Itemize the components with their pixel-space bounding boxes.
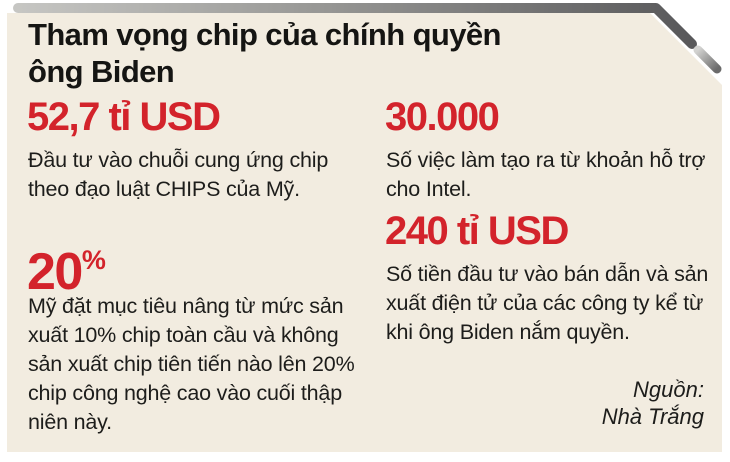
stat-private-investment-desc: Số tiền đầu tư vào bán dẫn và sản xuất đ… [386, 262, 709, 344]
stat-chips-act-value: 52,7 tỉ USD [27, 95, 221, 139]
stat-private-investment-value: 240 tỉ USD [385, 209, 569, 253]
stat-production-target: 20% [27, 234, 106, 301]
stat-jobs-value: 30.000 [385, 95, 500, 139]
page-title: Tham vọng chip của chính quyền ông Biden [28, 16, 501, 90]
source-label: Nguồn: [633, 377, 704, 402]
page-title-line2: ông Biden [28, 54, 175, 89]
page-title-line1: Tham vọng chip của chính quyền [28, 17, 501, 52]
stat-production-target-value: 20 [27, 243, 83, 301]
stat-chips-act-desc: Đầu tư vào chuỗi cung ứng chip theo đạo … [28, 148, 329, 201]
percent-sign: % [81, 245, 106, 275]
stat-jobs-desc: Số việc làm tạo ra từ khoản hỗ trợ cho I… [386, 148, 706, 201]
source-name: Nhà Trắng [601, 404, 704, 429]
stat-production-target-desc: Mỹ đặt mục tiêu nâng từ mức sản xuất 10%… [28, 294, 355, 434]
panel-background [7, 13, 722, 452]
source-credit: Nguồn: Nhà Trắng [602, 376, 704, 430]
